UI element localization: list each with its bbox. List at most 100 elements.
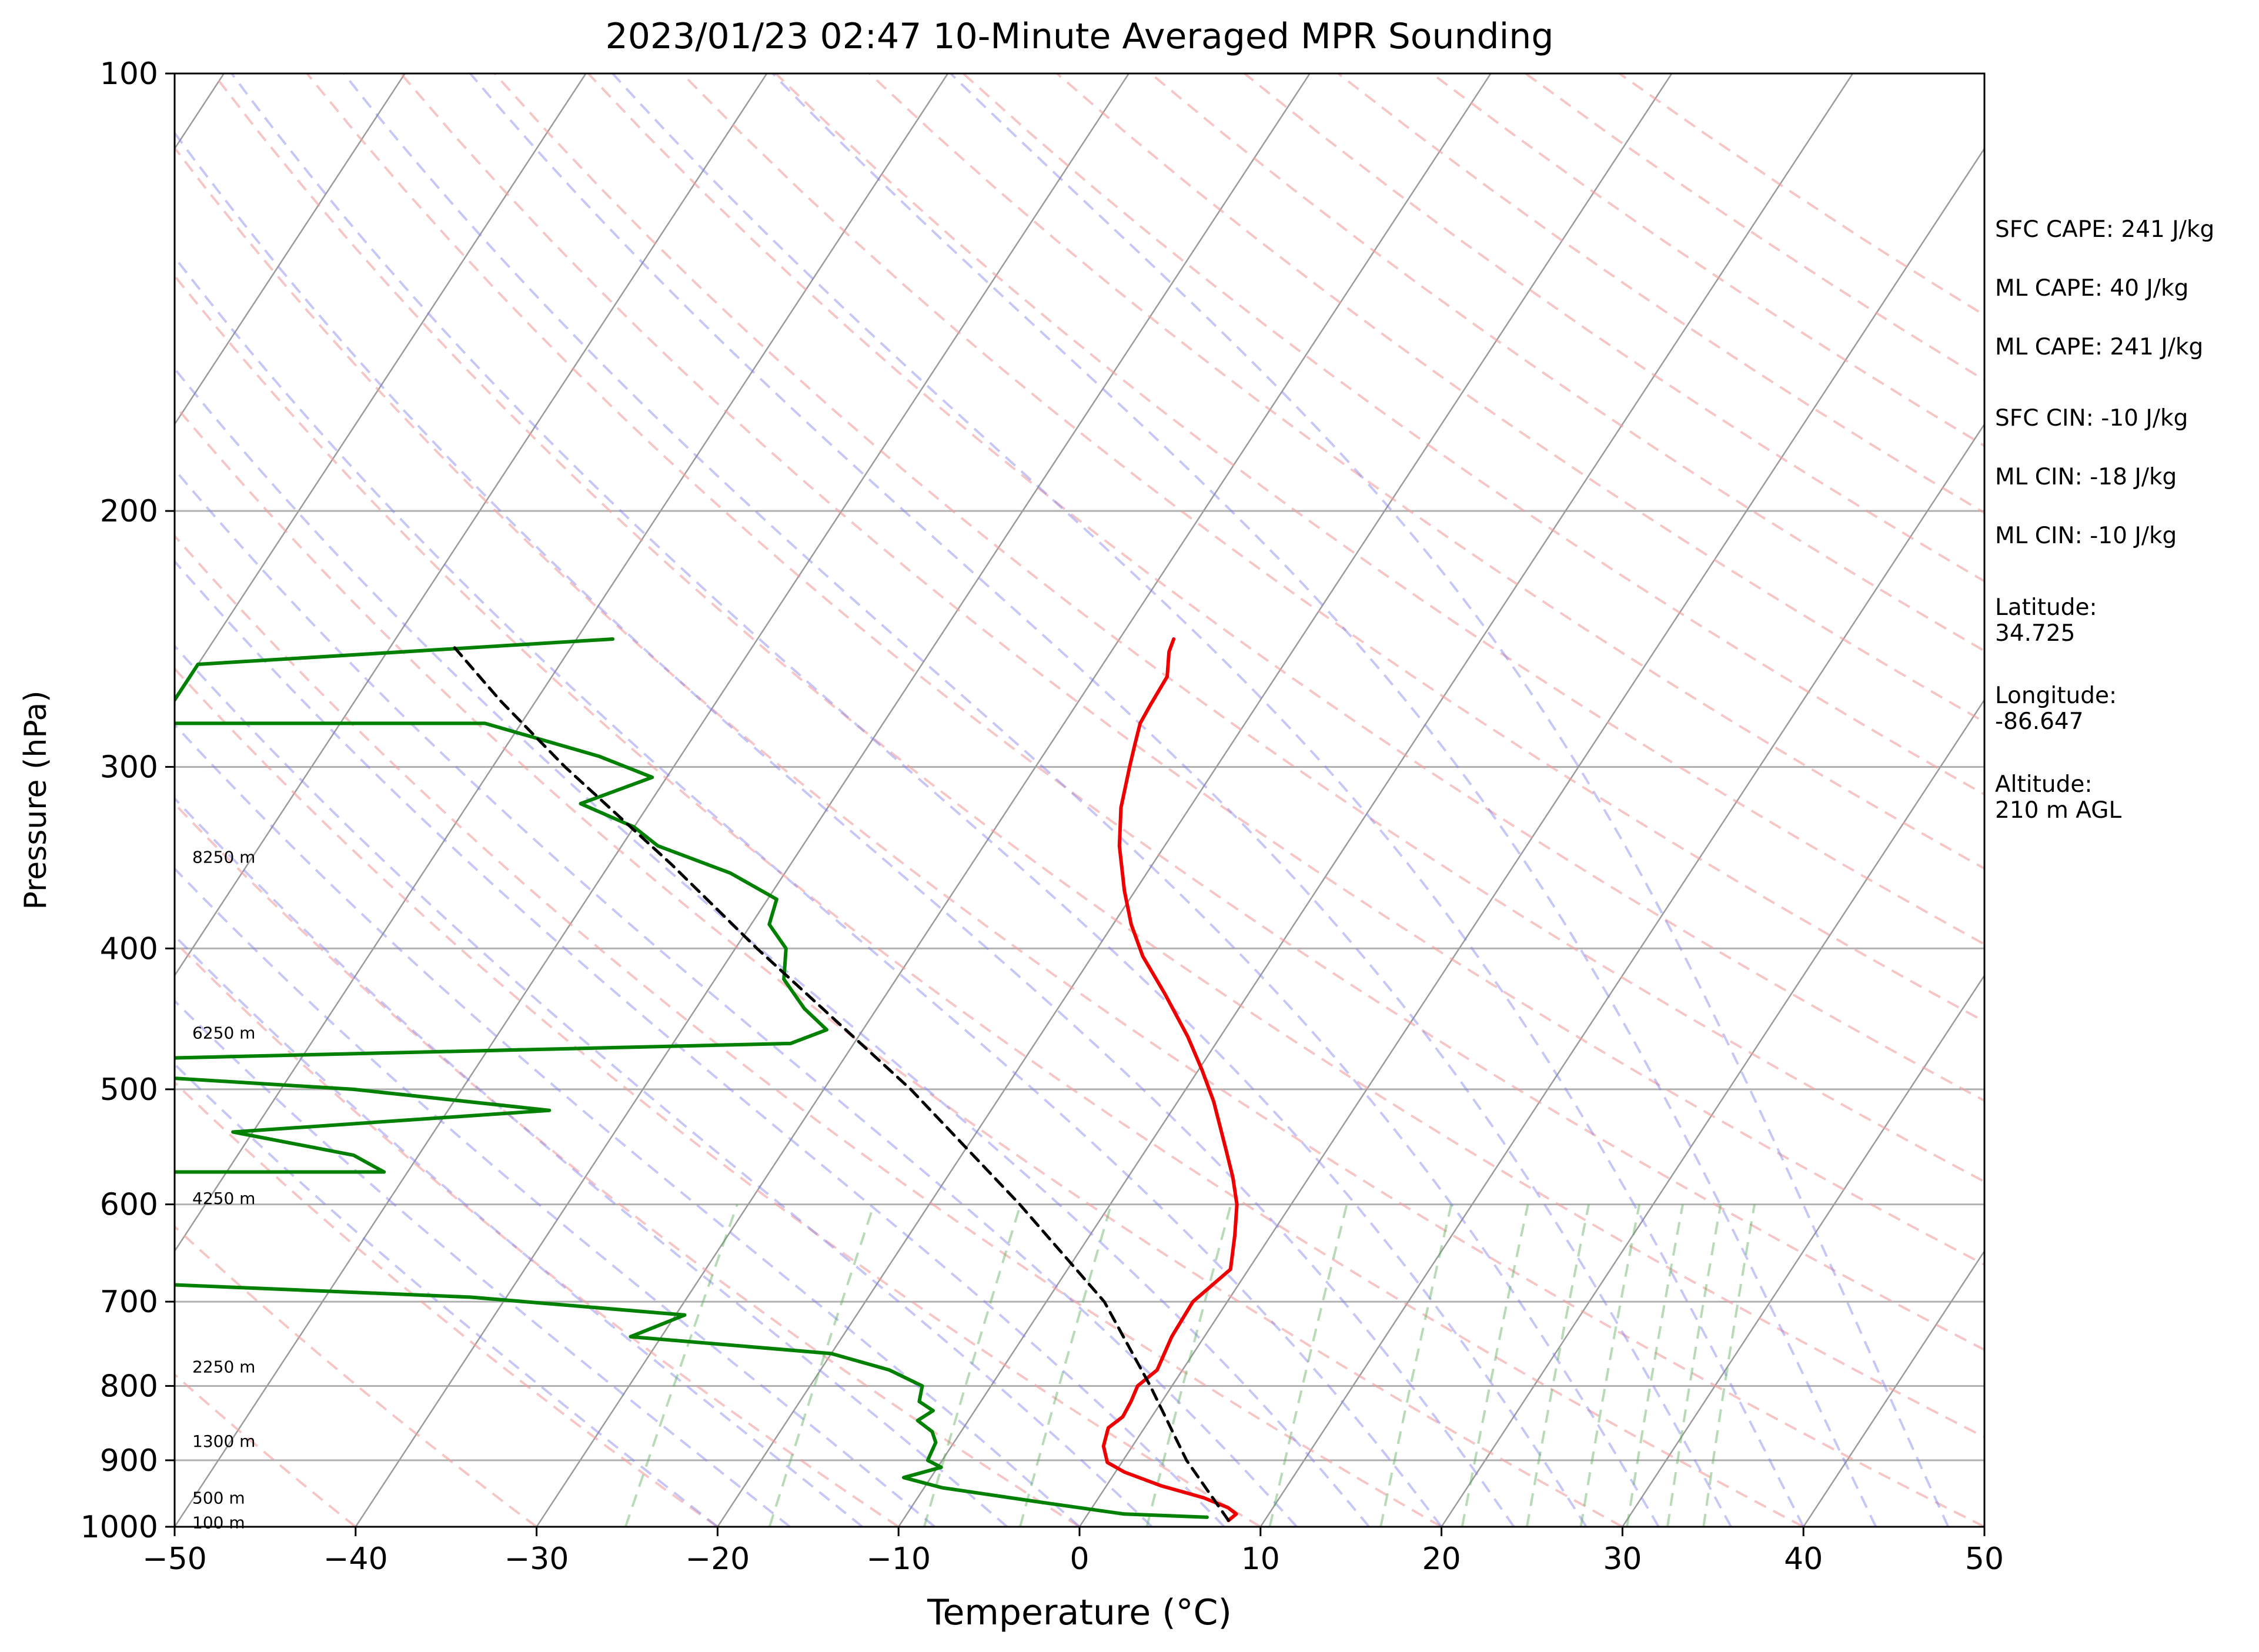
x-tick-label: 40 <box>1784 1541 1823 1577</box>
isotherm-line <box>175 73 587 701</box>
moist-adiabat <box>175 467 1298 1527</box>
mixing-ratio-line <box>1579 1204 1641 1527</box>
annotation-line: Altitude: <box>1995 771 2093 798</box>
isotherm-line <box>1441 698 1984 1527</box>
isotherm-line <box>1803 1249 1984 1527</box>
moist-adiabat <box>230 73 1588 1527</box>
annotation-text: Altitude: 210 m AGL <box>1995 771 2121 824</box>
annotation-line: Latitude: <box>1995 594 2097 621</box>
isotherm-line <box>536 73 1492 1527</box>
isotherm-line <box>898 73 1854 1527</box>
moist-adiabat <box>175 723 1081 1527</box>
moist-adiabat <box>175 367 1371 1527</box>
y-tick-label: 200 <box>100 494 158 529</box>
annotation-text: ML CIN: -18 J/kg <box>1995 464 2177 490</box>
x-tick-label: −10 <box>866 1541 931 1577</box>
x-tick-label: −20 <box>686 1541 750 1577</box>
x-tick-label: −40 <box>323 1541 388 1577</box>
y-tick-label: 100 <box>100 56 158 92</box>
skewed-isotherms <box>175 73 1984 1527</box>
isotherm-line <box>355 73 1311 1527</box>
dry-adiabat <box>212 73 1984 1439</box>
x-tick-label: −30 <box>504 1541 569 1577</box>
data-series <box>175 637 1239 1523</box>
height-label: 1300 m <box>192 1432 255 1451</box>
moist-adiabat <box>175 867 936 1527</box>
dry-adiabat <box>1056 73 1984 724</box>
x-axis: −50 −40 −30 −20 −10 0 10 20 30 40 50 <box>142 1527 2004 1577</box>
x-axis-label: Temperature (°C) <box>927 1592 1232 1633</box>
moist-adiabat <box>343 73 1660 1527</box>
parcel-line <box>452 645 1230 1522</box>
moist-adiabat <box>175 797 1008 1527</box>
x-tick-label: 50 <box>1965 1541 2004 1577</box>
temperature-line <box>1101 637 1239 1523</box>
mixing-ratio-line <box>923 1204 1022 1527</box>
y-tick-label: 600 <box>100 1188 158 1223</box>
y-axis: 100 200 300 400 500 600 700 800 900 1000 <box>81 56 175 1545</box>
height-label: 6250 m <box>192 1023 255 1042</box>
height-label: 500 m <box>192 1489 245 1508</box>
annotation-line: 210 m AGL <box>1995 797 2121 824</box>
annotation-line: SFC CIN: -10 J/kg <box>1995 405 2188 432</box>
annotation-text: ML CIN: -10 J/kg <box>1995 523 2177 549</box>
x-tick-label: 10 <box>1241 1541 1280 1577</box>
dry-adiabat <box>175 273 1804 1527</box>
moist-adiabat <box>771 73 1877 1527</box>
height-label: 100 m <box>192 1513 245 1532</box>
moist-adiabat <box>175 255 1443 1527</box>
annotation-text: Longitude: -86.647 <box>1995 683 2117 735</box>
isobar-grid <box>175 73 1984 1527</box>
mixing-ratio-line <box>1525 1204 1590 1527</box>
isotherm-line <box>717 73 1673 1527</box>
y-tick-label: 800 <box>100 1369 158 1404</box>
dewpoint-line <box>175 637 1209 1519</box>
moist-adiabat <box>469 73 1732 1527</box>
annotation-line: ML CAPE: 241 J/kg <box>1995 334 2203 360</box>
x-tick-label: −50 <box>142 1541 207 1577</box>
y-tick-label: 700 <box>100 1285 158 1320</box>
annotation-line: ML CIN: -18 J/kg <box>1995 464 2177 490</box>
moist-adiabat <box>175 131 1515 1527</box>
annotation-text: SFC CAPE: 241 J/kg <box>1995 216 2214 243</box>
y-tick-label: 900 <box>100 1443 158 1479</box>
isotherm-line <box>175 73 406 426</box>
y-tick-label: 1000 <box>81 1510 158 1545</box>
dry-adiabat <box>175 939 900 1527</box>
mixing-ratio-line <box>1626 1204 1684 1527</box>
dry-adiabat <box>681 73 1984 1023</box>
y-tick-label: 300 <box>100 750 158 785</box>
dry-adiabat <box>175 1373 357 1527</box>
mixing-ratio-line <box>624 1203 738 1527</box>
annotation-line: Longitude: <box>1995 683 2117 709</box>
mixing-ratio-line <box>1702 1204 1756 1527</box>
sounding-annotations: SFC CAPE: 241 J/kg ML CAPE: 40 J/kg ML CAP… <box>1995 216 2214 824</box>
annotation-text: Latitude: 34.725 <box>1995 594 2097 647</box>
annotation-line: -86.647 <box>1995 708 2084 735</box>
annotation-text: ML CAPE: 241 J/kg <box>1995 334 2203 360</box>
x-tick-label: 0 <box>1070 1541 1089 1577</box>
isotherm-line <box>175 73 949 1253</box>
annotation-text: SFC CIN: -10 J/kg <box>1995 405 2188 432</box>
isotherm-line <box>1622 974 1984 1527</box>
y-tick-label: 400 <box>100 931 158 967</box>
mixing-ratio-line <box>1268 1204 1348 1527</box>
dry-adiabat <box>493 73 1984 1183</box>
x-tick-label: 30 <box>1603 1541 1642 1577</box>
dry-adiabat <box>175 667 1261 1527</box>
chart-title: 2023/01/23 02:47 10-Minute Averaged MPR … <box>606 16 1554 57</box>
isotherm-line <box>1259 423 1984 1527</box>
annotation-line: ML CIN: -10 J/kg <box>1995 523 2177 549</box>
plot-area <box>175 73 1984 1527</box>
height-label: 2250 m <box>192 1357 255 1377</box>
mixing-ratio-line <box>1018 1204 1112 1527</box>
dry-adiabat <box>306 73 1984 1352</box>
isotherm-line <box>175 73 1130 1527</box>
isotherm-line <box>175 73 768 977</box>
moist-adiabat <box>175 644 1153 1527</box>
annotation-line: ML CAPE: 40 J/kg <box>1995 275 2188 302</box>
moist-adiabat <box>175 934 863 1527</box>
dry-adiabats <box>175 73 1984 1527</box>
